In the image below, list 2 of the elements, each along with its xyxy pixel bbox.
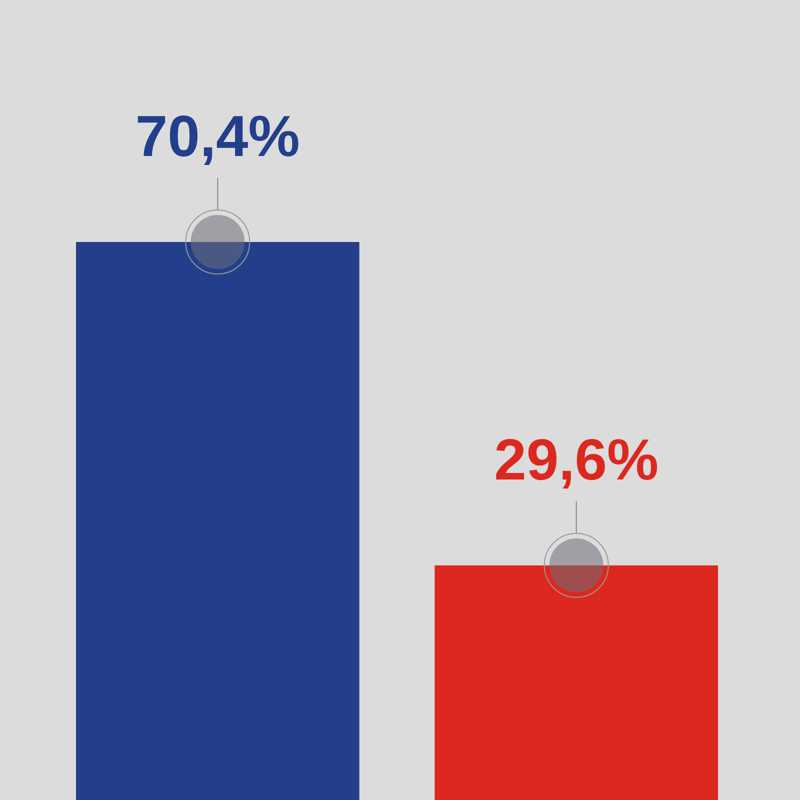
data-label: 70,4% [135, 104, 300, 169]
data-label: 29,6% [494, 427, 659, 492]
